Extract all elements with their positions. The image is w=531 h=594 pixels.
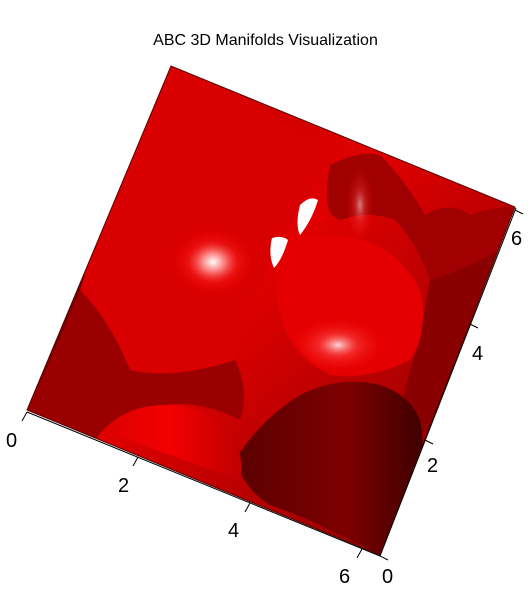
mid-shadow [27,290,244,440]
front-tick-0: 0 [6,430,17,452]
right-fold [395,250,500,440]
right-tick-6: 6 [511,228,522,250]
right-tick-0: 0 [382,566,393,588]
front-tick-6: 6 [339,566,350,588]
plot-box-outline [26,65,516,556]
front-axis: 0 2 4 6 [6,411,381,588]
front-tick-4: 4 [228,520,239,542]
surface-hole-2 [270,236,288,268]
specular-highlight-fold [346,165,374,245]
upper-sheet [80,66,330,374]
lower-dark-fold [235,381,423,555]
surface-hole-1 [297,198,318,235]
front-tick-2: 2 [118,475,129,497]
right-axis: 0 2 4 6 [379,207,524,588]
upper-right-fold [326,153,515,294]
specular-highlight-upper [171,228,255,296]
right-tick-4: 4 [472,343,483,365]
right-tick-2: 2 [427,455,438,477]
manifold-surface [27,66,515,555]
bottom-lobe [95,405,242,480]
specular-highlight-center [290,317,386,373]
figure-title: ABC 3D Manifolds Visualization [153,32,378,49]
